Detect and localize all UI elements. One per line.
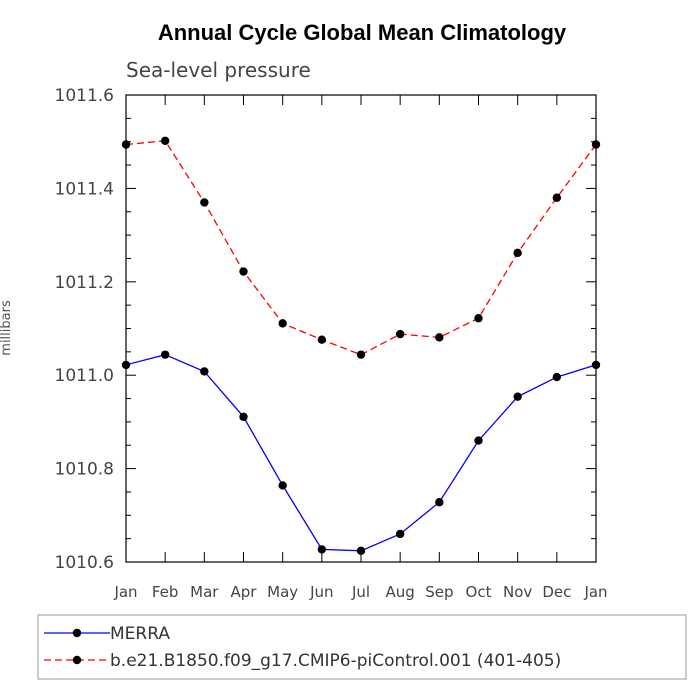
y-tick-label: 1010.6 (55, 553, 114, 573)
plot-frame (125, 94, 597, 563)
data-point (474, 314, 483, 323)
x-tick-label: Jul (351, 583, 370, 601)
data-point (200, 198, 209, 207)
x-tick-label: Nov (503, 583, 532, 601)
x-tick-label: Aug (386, 583, 415, 601)
tick-marks (125, 94, 597, 563)
x-tick-label: Apr (231, 583, 258, 601)
y-tick-label: 1010.8 (55, 460, 114, 480)
x-tick-label: Oct (466, 583, 492, 601)
x-tick-label: Feb (152, 583, 179, 601)
data-point (356, 350, 366, 359)
x-tick-label: Jan (583, 583, 607, 601)
data-point (395, 529, 405, 539)
data-point (474, 436, 483, 445)
data-point (317, 335, 327, 344)
data-point (435, 498, 444, 507)
x-tick-label: May (267, 583, 298, 601)
y-tick-label: 1011.4 (55, 179, 114, 199)
data-point (591, 140, 601, 149)
legend: MERRA b.e21.B1850.f09_g17.CMIP6-piControl… (44, 624, 561, 671)
x-tick-label: Sep (425, 583, 453, 601)
data-point (160, 136, 170, 145)
chart-title: Annual Cycle Global Mean Climatology (158, 20, 567, 45)
chart-subtitle: Sea-level pressure (126, 58, 311, 82)
legend-box (37, 614, 687, 680)
legend-label-0: MERRA (110, 624, 170, 644)
data-point (121, 360, 131, 370)
data-point (552, 372, 562, 382)
data-point (591, 360, 601, 370)
data-point (513, 392, 522, 401)
data-point (395, 329, 405, 339)
data-point (356, 546, 366, 555)
legend-label-1: b.e21.B1850.f09_g17.CMIP6-piControl.001 … (110, 651, 561, 671)
data-point (317, 545, 327, 554)
x-tick-label: Dec (542, 583, 571, 601)
legend-marker (72, 655, 82, 665)
series-line-1 (125, 140, 597, 356)
data-point (121, 140, 131, 149)
data-point (513, 248, 522, 258)
x-tick-label: Jun (309, 583, 333, 601)
data-point (160, 350, 170, 359)
data-point (239, 267, 248, 276)
data-point (552, 193, 562, 202)
legend-marker (72, 628, 82, 638)
x-tick-labels: Jan Feb Mar Apr May Jun Jul Aug Sep Oct Nov Dec Jan (113, 583, 607, 601)
data-point (278, 319, 287, 328)
x-tick-label: Mar (190, 583, 219, 601)
data-point (435, 333, 444, 342)
data-point (239, 412, 248, 421)
y-axis-label: millibars (0, 300, 14, 356)
y-tick-label: 1011.6 (55, 86, 114, 106)
y-tick-label: 1011.0 (55, 366, 114, 386)
series-layer (121, 136, 601, 555)
y-tick-labels: 1010.6 1010.8 1011.0 1011.2 1011.4 1011.6 (55, 86, 114, 573)
y-tick-label: 1011.2 (55, 273, 114, 293)
data-point (278, 481, 287, 490)
series-line-0 (125, 354, 597, 552)
data-point (200, 367, 209, 376)
x-tick-label: Jan (113, 583, 137, 601)
